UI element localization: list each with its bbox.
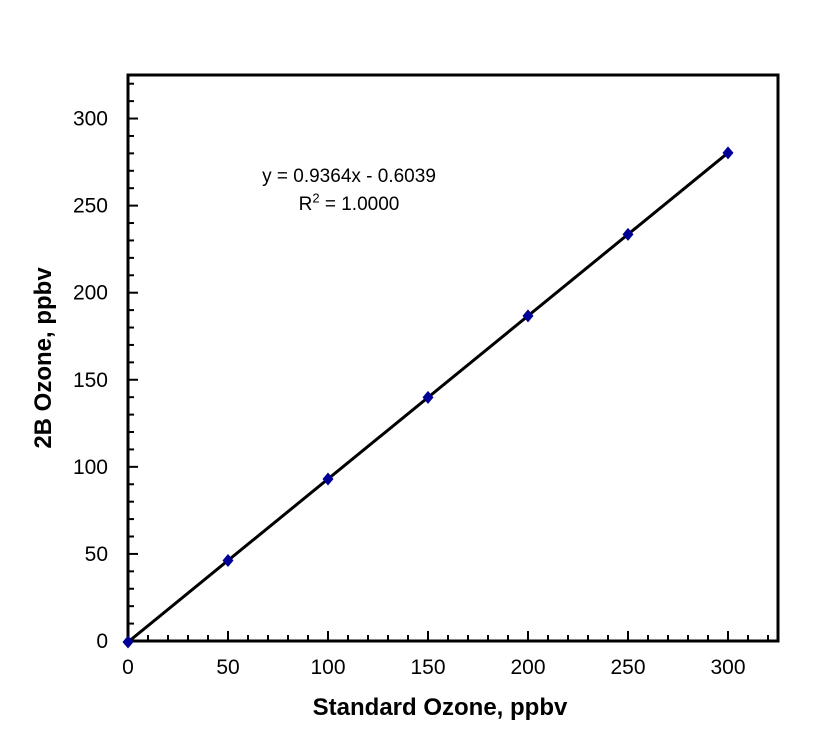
- x-tick-label: 150: [410, 656, 445, 679]
- x-tick-label: 100: [310, 656, 345, 679]
- y-tick-label: 150: [73, 369, 108, 392]
- data-point-marker: [322, 472, 334, 486]
- y-tick-label: 250: [73, 195, 108, 218]
- r-squared-exponent: 2: [312, 190, 320, 206]
- y-tick-label: 100: [73, 456, 108, 479]
- data-point-marker: [722, 146, 734, 160]
- r-squared-label: R2 = 1.0000: [262, 191, 436, 219]
- data-point-marker: [622, 227, 634, 241]
- plot-frame: [126, 73, 780, 643]
- y-axis-title: 2B Ozone, ppbv: [30, 267, 57, 449]
- y-tick-label: 50: [85, 543, 108, 566]
- x-tick-label: 300: [710, 656, 745, 679]
- x-tick-label: 200: [510, 656, 545, 679]
- y-tick-label: 300: [73, 108, 108, 131]
- r-squared-base: R: [298, 194, 313, 215]
- trendline-equation-label: y = 0.9364x - 0.6039: [262, 166, 436, 187]
- data-point-marker: [522, 309, 534, 323]
- data-point-marker: [222, 554, 234, 568]
- x-tick-label: 250: [610, 656, 645, 679]
- r-squared-value: = 1.0000: [319, 194, 400, 215]
- y-tick-label: 200: [73, 282, 108, 305]
- trendline-annotation: y = 0.9364x - 0.6039 R2 = 1.0000: [262, 163, 436, 219]
- data-point-marker: [422, 390, 434, 404]
- x-axis-title: Standard Ozone, ppbv: [312, 694, 568, 721]
- x-tick-label: 50: [216, 656, 239, 679]
- x-tick-label: 0: [122, 656, 134, 679]
- y-tick-label: 0: [96, 630, 108, 653]
- data-point-marker: [122, 635, 134, 649]
